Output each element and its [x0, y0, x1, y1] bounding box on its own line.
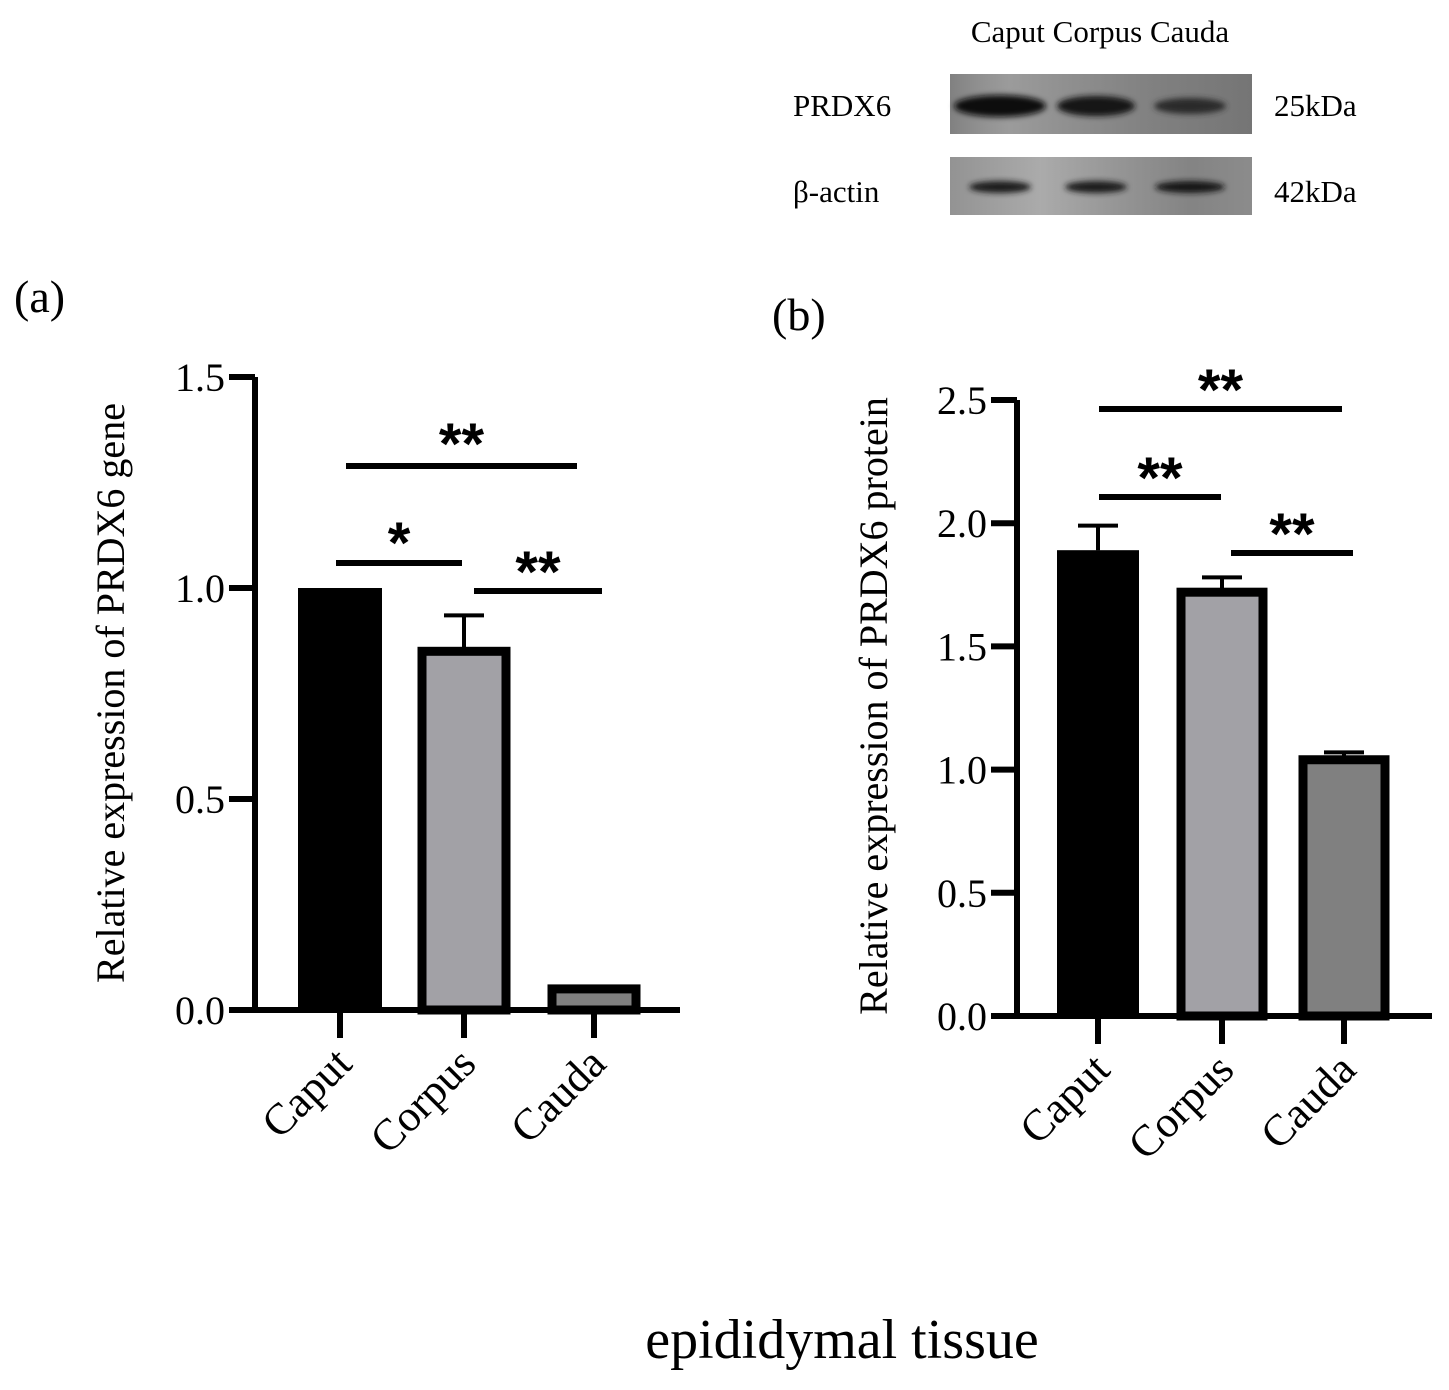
x-tick-label-cauda: Cauda: [1251, 1044, 1365, 1158]
chart-a: Relative expression of PRDX6 gene 0.0 0.5…: [88, 355, 680, 1163]
significance-label: **: [515, 540, 561, 605]
y-tick-label: 2.0: [937, 501, 987, 546]
significance-label: **: [1137, 446, 1183, 511]
significance-label: **: [1198, 358, 1244, 423]
y-tick-label: 0.5: [175, 777, 225, 822]
bar-cauda: [547, 984, 641, 1015]
y-tick-label: 1.5: [175, 355, 225, 400]
significance-label: **: [1269, 502, 1315, 567]
y-tick-label: 1.5: [937, 624, 987, 669]
x-tick-label-caput: Caput: [1010, 1044, 1119, 1153]
significance-label: **: [439, 412, 485, 477]
bar-fill: [298, 588, 382, 1010]
blot-lanes-header: Caput Corpus Cauda: [971, 14, 1230, 49]
blot-band: [1154, 98, 1226, 114]
chart-a-ylabel: Relative expression of PRDX6 gene: [88, 403, 133, 983]
x-tick-label-corpus: Corpus: [361, 1038, 486, 1163]
y-tick-label: 0.0: [937, 994, 987, 1039]
bar-corpus: [1176, 587, 1268, 1021]
bar-cauda: [1298, 755, 1390, 1021]
blot-membrane-actin: [950, 157, 1252, 215]
blot-band: [1065, 181, 1127, 193]
blot-band: [954, 95, 1046, 117]
y-tick-label: 1.0: [937, 748, 987, 793]
chart-b: Relative expression of PRDX6 protein 0.0…: [851, 358, 1432, 1169]
panel-label-a: (a): [14, 271, 65, 322]
shared-xlabel: epididymal tissue: [645, 1309, 1039, 1371]
blot-row-label-actin: β-actin: [793, 174, 880, 209]
blot-size-actin: 42kDa: [1274, 174, 1357, 209]
chart-b-ylabel: Relative expression of PRDX6 protein: [851, 397, 896, 1015]
y-tick-label: 2.5: [937, 378, 987, 423]
western-blot: Caput Corpus Cauda PRDX6 25kDa β-actin 4…: [793, 14, 1357, 215]
blot-band: [1057, 95, 1135, 117]
blot-membrane-prdx6: [950, 74, 1252, 134]
blot-band: [969, 181, 1031, 193]
y-tick-label: 0.5: [937, 871, 987, 916]
panel-label-b: (b): [772, 289, 826, 340]
blot-size-prdx6: 25kDa: [1274, 88, 1357, 123]
significance-label: *: [388, 511, 411, 576]
x-tick-label-caput: Caput: [252, 1038, 361, 1147]
bar-fill: [1057, 550, 1139, 1016]
blot-band: [1155, 181, 1225, 193]
y-tick-label: 0.0: [175, 988, 225, 1033]
x-tick-label-corpus: Corpus: [1119, 1044, 1244, 1169]
blot-row-label-prdx6: PRDX6: [793, 88, 891, 123]
y-tick-label: 1.0: [175, 566, 225, 611]
bar-corpus: [417, 646, 511, 1015]
x-tick-label-cauda: Cauda: [501, 1038, 615, 1152]
